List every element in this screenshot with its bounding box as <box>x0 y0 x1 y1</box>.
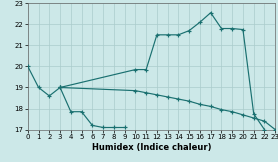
X-axis label: Humidex (Indice chaleur): Humidex (Indice chaleur) <box>92 143 211 151</box>
